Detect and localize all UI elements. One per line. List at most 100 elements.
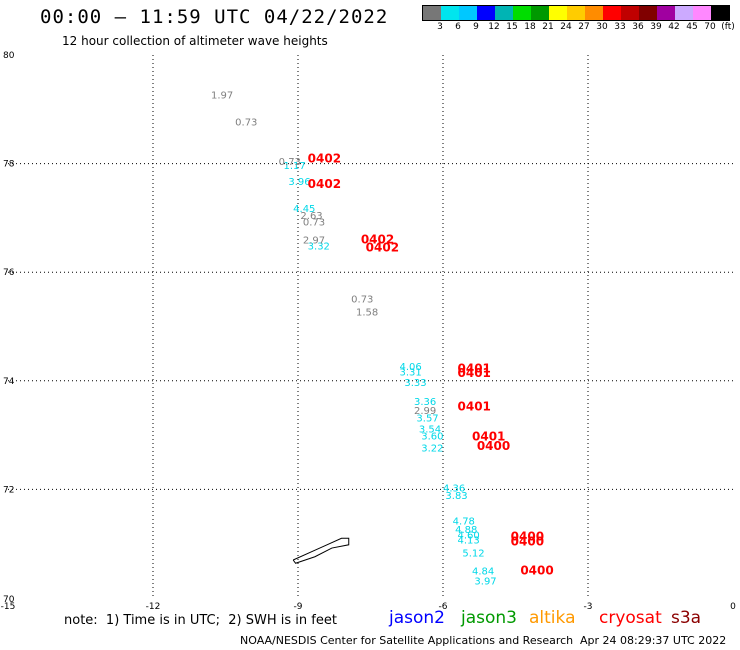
note-text: note: 1) Time is in UTC; 2) SWH is in fe…	[64, 613, 337, 628]
jason2-point-label: 4.84	[472, 567, 494, 578]
jason2-point-label: 4.45	[293, 204, 315, 215]
coastline-outline	[292, 537, 350, 564]
jason2-point-label: 3.57	[416, 414, 438, 425]
colorbar-label: 33	[614, 22, 626, 32]
colorbar-swatch	[567, 6, 585, 20]
x-tick-label: -12	[146, 602, 161, 612]
colorbar	[422, 5, 730, 21]
colorbar-swatch	[621, 6, 639, 20]
jason2-point-label: 3.97	[474, 576, 496, 587]
legend-item-altika: altika	[529, 608, 576, 628]
chart-subtitle: 12 hour collection of altimeter wave hei…	[62, 34, 328, 48]
cryosat-point-label: 0401	[458, 400, 491, 414]
y-tick-label: 70	[3, 595, 15, 605]
colorbar-labels: 3 6 9 12 15 18 21 24 27 30 33 36 39 42 45 70 (ft)	[422, 22, 740, 34]
y-tick-label: 74	[3, 377, 15, 387]
cryosat-point-label: 0400	[477, 439, 510, 453]
cryosat-point-label: 0401	[472, 430, 505, 444]
colorbar-swatch	[585, 6, 603, 20]
footer-timestamp: Apr 24 08:29:37 UTC 2022	[580, 634, 727, 647]
colorbar-swatch	[549, 6, 567, 20]
cryosat-point-label: 0400	[511, 534, 544, 548]
y-tick-label: 80	[3, 51, 15, 61]
jason2-point-label: 3.32	[308, 241, 330, 252]
colorbar-swatch	[513, 6, 531, 20]
jason2-point-label: 3.96	[288, 177, 310, 188]
colorbar-label: 6	[455, 22, 461, 32]
legend-item-cryosat: cryosat	[599, 608, 662, 628]
cryosat-point-label: 0401	[458, 362, 491, 376]
colorbar-label: 70	[704, 22, 716, 32]
legend-item-jason2: jason2	[389, 608, 445, 628]
chart-title: 00:00 – 11:59 UTC 04/22/2022	[40, 6, 389, 28]
colorbar-swatch	[675, 6, 693, 20]
colorbar-label: 45	[686, 22, 698, 32]
jason2-point-label: 1.17	[284, 161, 306, 172]
colorbar-label: 24	[560, 22, 572, 32]
x-tick-label: -3	[584, 602, 593, 612]
cryosat-point-label: 0402	[308, 177, 341, 191]
footer-credit: NOAA/NESDIS Center for Satellite Applica…	[240, 634, 574, 647]
jason2-point-label: 4.13	[458, 536, 480, 547]
jason2-point-label: 3.31	[400, 367, 422, 378]
colorbar-swatch	[477, 6, 495, 20]
jason3-point-label: 0.73	[279, 157, 301, 168]
x-tick-label: -9	[294, 602, 303, 612]
colorbar-swatch	[423, 6, 441, 20]
colorbar-label: 39	[650, 22, 662, 32]
y-tick-label: 76	[3, 268, 15, 278]
legend-item-s3a: s3a	[671, 608, 702, 628]
colorbar-swatch	[693, 6, 711, 20]
jason3-point-label: 0.73	[351, 295, 373, 306]
cryosat-point-label: 0402	[366, 241, 399, 255]
grid-lines	[8, 55, 733, 598]
colorbar-swatch	[711, 6, 729, 20]
jason2-point-label: 3.36	[414, 397, 436, 408]
jason2-point-label: 3.54	[419, 424, 441, 435]
cryosat-point-label: 0402	[308, 152, 341, 166]
colorbar-label: 18	[524, 22, 536, 32]
jason2-point-label: 4.88	[455, 525, 477, 536]
jason2-point-label: 3.60	[421, 431, 443, 442]
jason3-point-label: 2.63	[300, 211, 322, 222]
jason2-point-label: 4.78	[453, 517, 475, 528]
cryosat-point-label: 0400	[511, 529, 544, 543]
jason3-point-label: 0.73	[303, 218, 325, 229]
colorbar-label: 9	[473, 22, 479, 32]
jason3-point-label: 2.99	[414, 406, 436, 417]
colorbar-swatch	[657, 6, 675, 20]
y-tick-label: 72	[3, 485, 14, 495]
colorbar-swatch	[495, 6, 513, 20]
jason2-point-label: 4.60	[458, 530, 480, 541]
colorbar-label: 36	[632, 22, 644, 32]
jason3-point-label: 1.58	[356, 308, 378, 319]
colorbar-swatch	[639, 6, 657, 20]
cryosat-point-label: 0401	[458, 366, 491, 380]
jason2-point-label: 3.22	[421, 443, 443, 454]
colorbar-label: (ft)	[721, 22, 735, 32]
data-points: 1.17 3.96 4.45 3.32 4.063.313.33 3.36 3.573.54…	[211, 90, 554, 587]
cryosat-point-label: 0400	[520, 564, 553, 578]
jason2-point-label: 3.83	[445, 491, 467, 502]
coastline	[292, 537, 350, 564]
jason2-point-label: 4.36	[443, 484, 465, 495]
jason2-point-label: 4.06	[400, 362, 422, 373]
colorbar-label: 15	[506, 22, 518, 32]
x-tick-label: -6	[439, 602, 448, 612]
cryosat-point-label: 0402	[361, 232, 394, 246]
jason3-point-label: 1.97	[211, 90, 233, 101]
x-tick-label: -15	[1, 602, 16, 612]
jason3-point-label: 2.97	[303, 235, 325, 246]
colorbar-label: 42	[668, 22, 680, 32]
y-tick-label: 78	[3, 160, 15, 170]
legend-item-jason3: jason3	[461, 608, 517, 628]
colorbar-swatch	[441, 6, 459, 20]
colorbar-swatch	[603, 6, 621, 20]
x-tick-label: 0	[730, 602, 736, 612]
colorbar-label: 30	[596, 22, 608, 32]
colorbar-swatch	[459, 6, 477, 20]
colorbar-swatch	[531, 6, 549, 20]
axis-tick-labels: -15 -12 -9 -6 -3 0 70 72 74 76 78 80	[1, 51, 736, 612]
jason2-point-label: 5.12	[462, 549, 484, 560]
colorbar-label: 12	[488, 22, 500, 32]
